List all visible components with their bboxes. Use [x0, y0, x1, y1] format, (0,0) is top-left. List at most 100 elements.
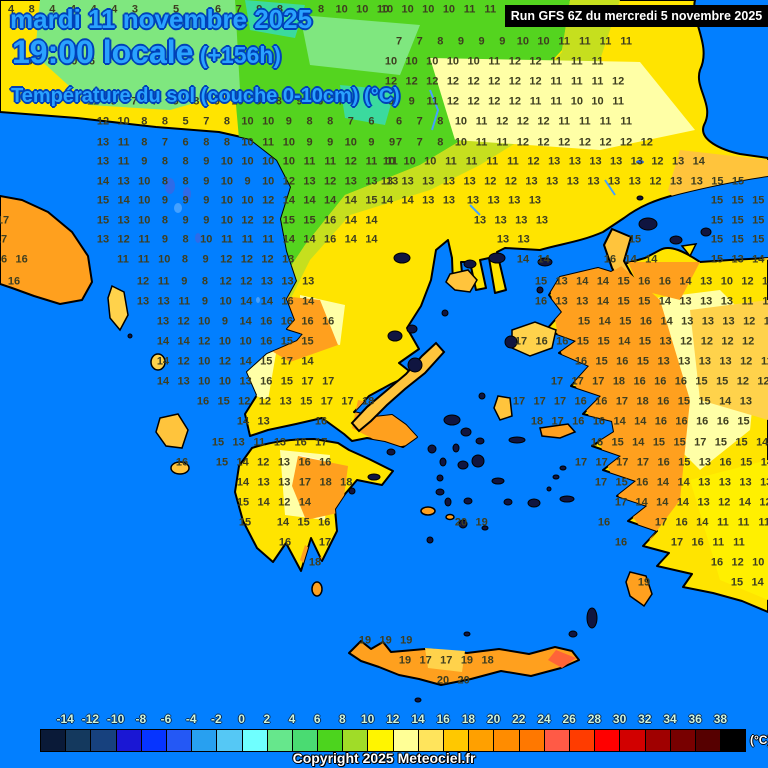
temp-value: 13 [548, 155, 561, 168]
temp-value: 9 [161, 233, 168, 246]
temp-value: 13 [279, 395, 292, 408]
temp-value: 12 [759, 496, 768, 509]
temp-value: 14 [719, 395, 732, 408]
temp-value: 16 [322, 315, 335, 328]
temp-value: 12 [508, 75, 522, 88]
temp-value: 9 [203, 194, 210, 207]
temp-value: 13 [494, 214, 507, 227]
temp-value: 10 [422, 3, 435, 16]
temp-value: 10 [198, 375, 211, 388]
temp-value: 12 [426, 75, 439, 88]
copyright: Copyright 2025 Meteociel.fr [292, 750, 476, 766]
temp-value: 9 [296, 95, 303, 108]
temp-value: 11 [117, 253, 129, 266]
temp-value: 12 [529, 55, 542, 68]
temp-value: 16 [597, 516, 611, 529]
temp-value: 17 [440, 654, 453, 667]
temp-value: 8 [437, 35, 444, 48]
temp-value: 10 [220, 194, 234, 207]
temp-value: 11 [571, 75, 583, 88]
temp-value: 15 [710, 253, 724, 266]
temp-value: 16 [633, 375, 646, 388]
colorbar-cell [393, 730, 419, 751]
temp-value: 17 [318, 536, 332, 549]
temp-value: 9 [182, 194, 189, 207]
colorbar-tick-label: -4 [185, 712, 197, 726]
colorbar-tick-label: -8 [135, 712, 147, 726]
temp-value: 13 [722, 315, 735, 328]
colorbar-cell [41, 730, 67, 751]
temp-value: 16 [314, 415, 328, 428]
temp-value: 12 [262, 214, 275, 227]
temp-value: 11 [712, 536, 725, 549]
temp-value: 12 [743, 315, 756, 328]
temp-value: 13 [239, 375, 252, 388]
temp-value: 13 [669, 175, 683, 188]
temp-value: 13 [281, 275, 294, 288]
temp-value: 16 [696, 415, 709, 428]
temp-value: 12 [736, 375, 749, 388]
temp-value: 8 [275, 95, 282, 108]
temp-value: 18 [308, 556, 322, 569]
temp-value: 15 [280, 335, 294, 348]
temp-value: 15 [638, 335, 652, 348]
temp-value: 8 [182, 233, 189, 246]
temp-value: 16 [324, 233, 337, 246]
temp-value: 15 [297, 516, 310, 529]
temp-value: 15 [714, 436, 728, 449]
temp-value: 19 [637, 576, 651, 589]
colorbar-cell [91, 730, 117, 751]
temp-value: 17 [615, 395, 629, 408]
temp-value: 16 [603, 253, 617, 266]
temp-value: 15 [710, 194, 724, 207]
temp-value: 14 [696, 516, 709, 529]
temp-value: 12 [219, 275, 232, 288]
colorbar-tick-label: -2 [211, 712, 222, 726]
temp-value: 11 [733, 536, 745, 549]
temp-value: 13 [719, 355, 732, 368]
colorbar-tick-label: 24 [537, 712, 551, 726]
temp-value: 19 [379, 634, 392, 647]
temp-value: 14 [365, 233, 378, 246]
temp-value: 12 [721, 335, 734, 348]
temp-value: 15 [96, 214, 110, 227]
temp-value: 13 [555, 275, 568, 288]
temp-value: 16 [260, 335, 273, 348]
temp-value: 15 [365, 194, 378, 207]
colorbar-cell [217, 730, 243, 751]
temp-value: 14 [752, 253, 765, 266]
temp-value: 14 [380, 194, 394, 207]
temp-value: 12 [508, 95, 522, 108]
temp-value: 13 [117, 214, 130, 227]
temp-value: 12 [324, 175, 337, 188]
temp-value: 15 [673, 436, 686, 449]
temp-value: 14 [635, 496, 648, 509]
colorbar-cell [494, 730, 520, 751]
temp-value: 14 [257, 496, 270, 509]
temp-value: 12 [278, 496, 291, 509]
colorbar-tick-label: 28 [587, 712, 602, 726]
temp-value: 13 [422, 194, 435, 207]
temp-value: 16 [614, 536, 628, 549]
temp-value: 16 [719, 456, 732, 469]
temp-value: 10 [335, 3, 348, 16]
temp-value: 11 [758, 516, 768, 529]
temp-value: 8 [276, 3, 283, 16]
colorbar-cell [670, 730, 696, 751]
temp-value: 9 [285, 115, 292, 128]
temp-value: 12 [218, 355, 232, 368]
temp-value: 15 [752, 214, 765, 227]
colorbar-tick-label: -6 [160, 712, 172, 726]
temp-value: 12 [344, 155, 357, 168]
temp-value: 8 [182, 155, 189, 168]
temp-value: 10 [442, 3, 456, 16]
temp-value: 14 [751, 576, 764, 589]
temp-value: 14 [656, 476, 670, 489]
temp-value: 19 [400, 634, 413, 647]
temp-value: 12 [651, 155, 664, 168]
temp-value: 14 [260, 295, 274, 308]
temp-value: 5 [172, 95, 179, 108]
temp-value: 17 [670, 536, 684, 549]
temp-value: 11 [741, 295, 754, 308]
temp-value: 8 [161, 155, 168, 168]
